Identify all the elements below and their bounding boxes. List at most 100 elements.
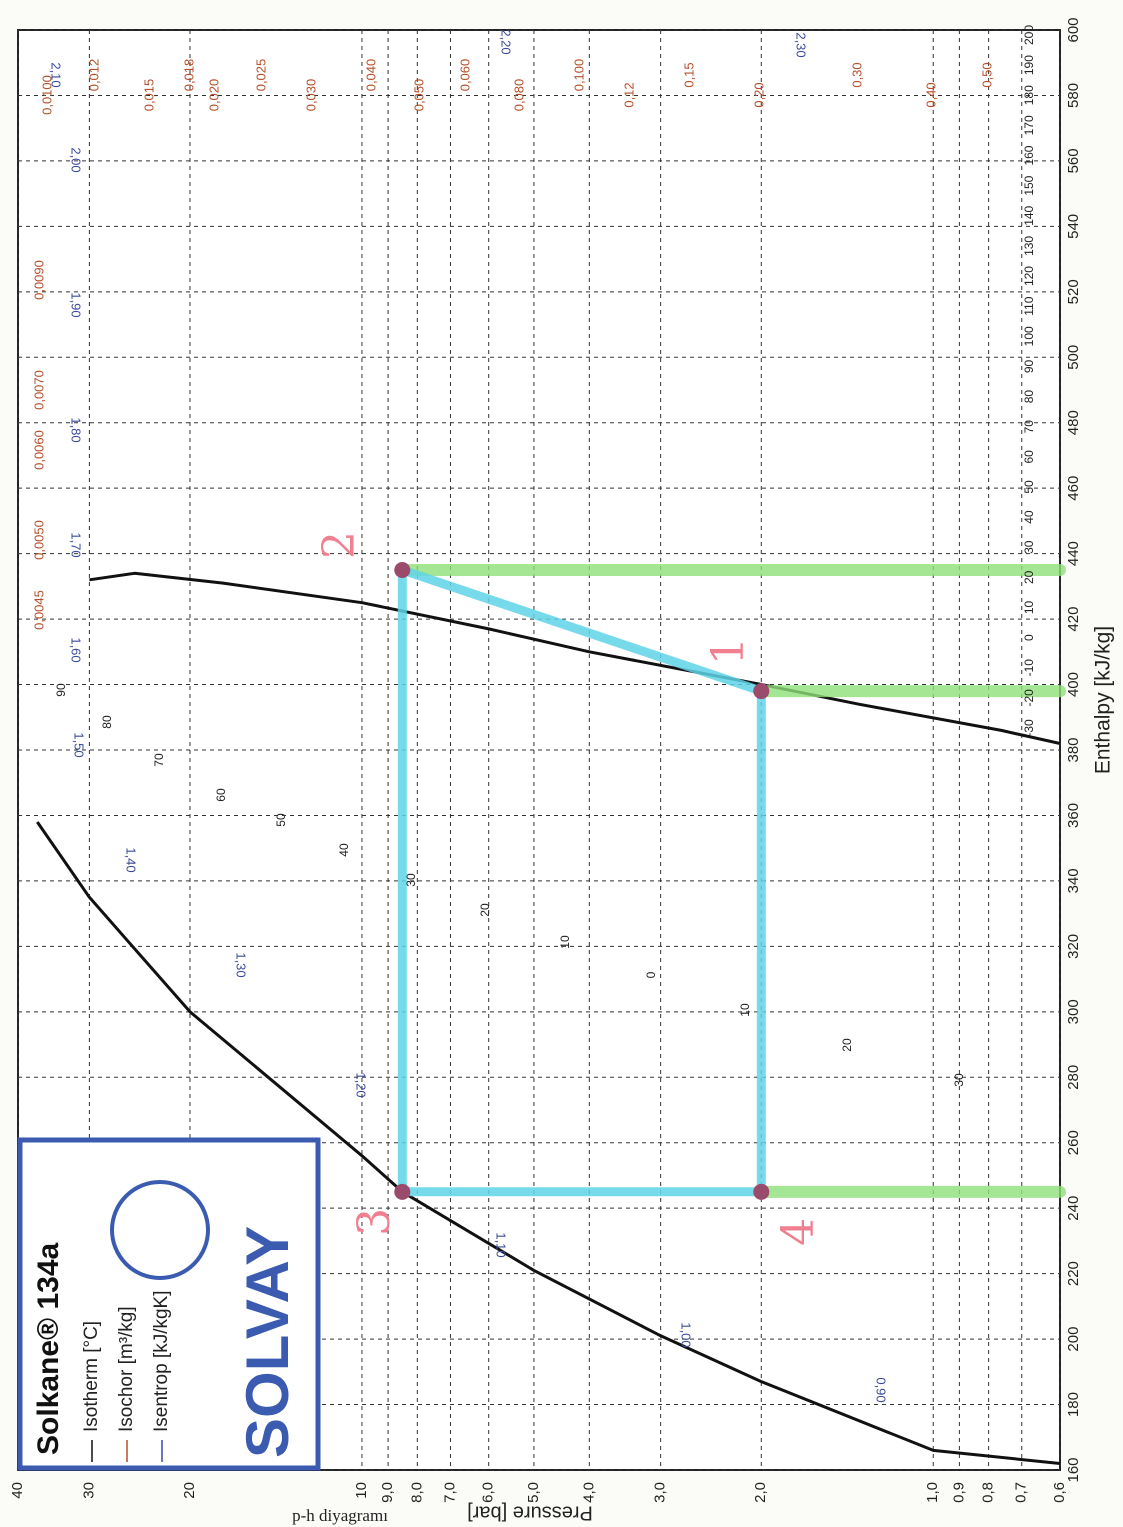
x-tick-label: 540 [1065,214,1082,239]
state-label: 2 [314,531,365,559]
legend-title: Solkane® 134a [32,1242,65,1455]
x-tick-label: 440 [1065,541,1082,566]
isochor-label: 0,080 [511,79,526,112]
x-tick-label: 480 [1065,410,1082,435]
x-tick-label: 580 [1065,83,1082,108]
y-tick-label: 0,8 [980,1482,997,1503]
state-label: 4 [773,1218,824,1246]
isochor-label: 0,060 [457,59,472,92]
isentrope-label: 2,00 [69,147,84,172]
dome-isotherm-label: 30 [952,1073,966,1087]
y-tick-label: 6,0 [480,1482,497,1503]
state-label: 3 [349,1208,400,1236]
caption: p-h diyagramı [292,1506,388,1525]
dome-isotherm-label: 90 [54,683,68,697]
isotherm-label: 200 [1022,25,1036,45]
isotherm-label: 40 [1022,510,1036,524]
isochor-label: 0,012 [86,59,101,92]
legend: Solkane® 134a Isotherm [°C] Isochor [m³/… [20,1140,318,1468]
isochor-label: 0,030 [303,79,318,112]
isentrope-label: 1,50 [72,732,87,757]
isentrope-label: 1,90 [69,292,84,317]
isotherm-label: 20 [1022,570,1036,584]
isochor-label: 0,0060 [31,430,46,470]
x-tick-label: 320 [1065,934,1082,959]
dome-isotherm-label: 20 [478,903,492,917]
x-tick-label: 600 [1065,17,1082,42]
y-tick-label: 0,7 [1013,1482,1030,1503]
isentrope-label: 1,00 [679,1322,694,1347]
x-tick-label: 500 [1065,345,1082,370]
isochor-label: 0,015 [141,79,156,112]
isentrope-label: 0,90 [874,1377,889,1402]
isochor-label: 0,025 [253,59,268,92]
dome-isotherm-label: 30 [404,873,418,887]
legend-entry: Isentrop [kJ/kgK] [151,1290,172,1432]
y-tick-label: 40 [9,1482,26,1499]
isotherm-label: 30 [1022,540,1036,554]
isochor-label: 0,12 [621,82,636,107]
x-tick-label: 240 [1065,1196,1082,1221]
isentrope-label: 1,60 [69,637,84,662]
isentrope-label: 1,20 [354,1072,369,1097]
isochor-label: 0,0090 [31,260,46,300]
state-point [394,1184,410,1200]
state-point [753,1184,769,1200]
state-point [394,562,410,578]
isentrope-label: 1,40 [124,847,139,872]
isochor-label: 0,30 [849,62,864,87]
isochor-label: 0,020 [206,79,221,112]
isotherm-label: 80 [1022,390,1036,404]
isotherm-label: 110 [1022,296,1036,315]
isochor-label: 0,0050 [31,520,46,560]
isentrope-label: 1,30 [234,952,249,977]
dome-isotherm-label: 70 [152,753,166,767]
legend-entry: Isotherm [°C] [81,1321,102,1432]
x-tick-label: 520 [1065,279,1082,304]
dome-isotherm-label: 40 [337,843,351,857]
y-tick-label: 2,0 [752,1482,769,1503]
y-tick-label: 3,0 [652,1482,669,1503]
isotherm-label: 70 [1022,420,1036,434]
x-axis-title: Enthalpy [kJ/kg] [1092,626,1115,774]
x-tick-label: 340 [1065,868,1082,893]
isochor-label: 0,040 [363,59,378,92]
x-tick-label: 380 [1065,737,1082,762]
isotherm-label: -30 [1022,719,1036,737]
dome-isotherm-label: 60 [214,788,228,802]
isochor-label: 0,0070 [31,370,46,410]
y-tick-label: 20 [181,1482,198,1499]
isentrope-label: 1,10 [494,1232,509,1257]
y-tick-label: 4,0 [580,1482,597,1503]
isentrope-label: 2,30 [794,32,809,57]
isotherm-label: -20 [1022,689,1036,707]
isotherm-label: 150 [1022,175,1036,195]
y-tick-label: 10 [353,1482,370,1499]
y-axis-title: Pressure [bar] [467,1502,593,1524]
y-tick-label: 8,0 [408,1482,425,1503]
y-tick-label: 1,0 [924,1482,941,1503]
y-tick-label: 7,0 [441,1482,458,1503]
x-tick-label: 400 [1065,672,1082,697]
isochor-label: 0,050 [411,79,426,112]
isotherm-label: 0 [1022,634,1036,641]
x-tick-label: 360 [1065,803,1082,828]
dome-isotherm-label: 50 [274,813,288,827]
isentrope-label: 2,10 [49,62,64,87]
dome-isotherm-label: 80 [100,715,114,729]
isochor-label: 0,20 [751,82,766,107]
isotherm-label: -10 [1022,659,1036,677]
isochor-label: 0,100 [571,59,586,92]
isotherm-label: 50 [1022,480,1036,494]
isotherm-label: 140 [1022,205,1036,225]
isochor-label: 0,50 [979,62,994,87]
x-tick-label: 160 [1065,1457,1082,1482]
dome-isotherm-label: 20 [840,1038,854,1052]
isochor-label: 0,15 [681,62,696,87]
isotherm-label: 180 [1022,85,1036,105]
isotherm-label: 10 [1022,600,1036,614]
x-tick-label: 300 [1065,999,1082,1024]
isochor-label: 0,018 [181,59,196,92]
y-tick-label: 9,0 [379,1482,396,1503]
y-tick-label: 30 [80,1482,97,1499]
